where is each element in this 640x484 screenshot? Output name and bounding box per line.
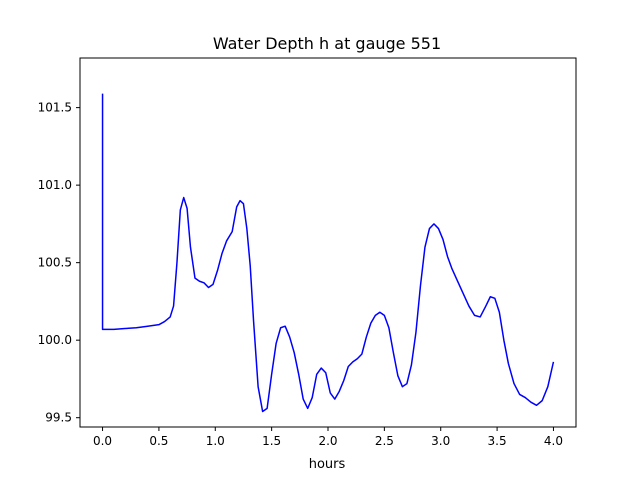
x-tick-label: 3.5 [488,434,507,448]
x-tick-label: 0.5 [149,434,168,448]
plot-area [101,93,555,413]
y-tick-label: 100.5 [38,256,72,270]
y-tick-label: 100.0 [38,333,72,347]
x-tick-label: 4.0 [544,434,563,448]
x-tick-label: 3.0 [431,434,450,448]
x-tick-label: 1.5 [262,434,281,448]
y-tick-label: 99.5 [45,411,72,425]
series-line-0 [101,93,555,413]
x-tick-label: 2.0 [318,434,337,448]
y-tick-label: 101.5 [38,101,72,115]
x-tick-label: 0.0 [93,434,112,448]
y-tick-label: 101.0 [38,178,72,192]
axis-ticks: 0.0 0.5 1.0 1.5 2.0 2.5 3.0 3.5 4.0 99.5 100.0 100.… [38,101,563,448]
chart-title: Water Depth h at gauge 551 [213,34,441,53]
x-axis-label: hours [309,457,346,472]
x-tick-label: 1.0 [206,434,225,448]
x-tick-label: 2.5 [375,434,394,448]
axes-frame [79,57,577,428]
